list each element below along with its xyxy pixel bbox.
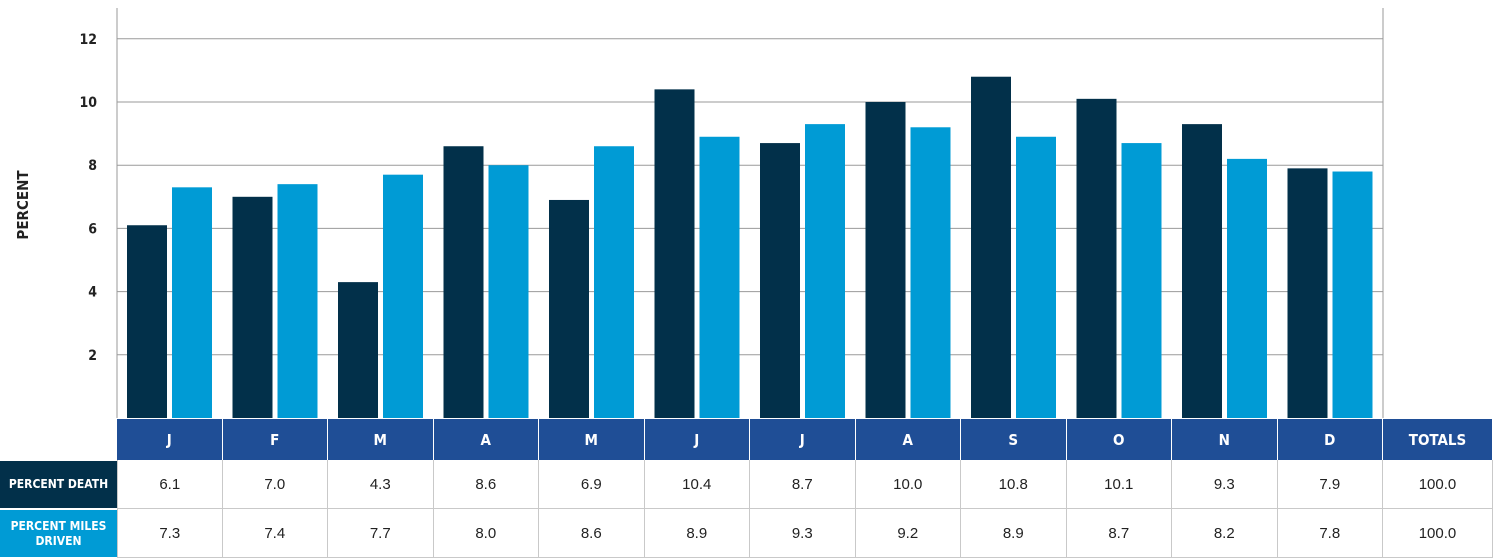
bar-chart: 2 4 6 8 10 12 PERCENT: [14, 8, 1384, 419]
table-cell: 8.6: [539, 509, 645, 558]
bar-percent-death: [443, 146, 484, 419]
bar-percent-death: [1287, 168, 1328, 418]
table-cell: 9.3: [1172, 460, 1278, 509]
y-tick-label: 6: [88, 221, 97, 237]
total-cell: 100.0: [1383, 460, 1493, 509]
month-header-cell: M: [328, 419, 434, 460]
bar-percent-miles-driven: [1016, 136, 1056, 418]
y-tick-label: 4: [88, 285, 97, 301]
month-header-cell: J: [750, 419, 856, 460]
bar-percent-miles-driven: [172, 187, 212, 418]
month-header-cell: S: [961, 419, 1067, 460]
table-header-row: J F M A M J J A S O N D TOTALS: [117, 419, 1493, 460]
bar-percent-miles-driven: [910, 127, 951, 418]
bar-percent-death: [971, 76, 1011, 418]
bar-percent-miles-driven: [1227, 158, 1267, 418]
month-header-cell: J: [117, 419, 223, 460]
table-cell: 8.7: [1066, 509, 1172, 558]
table-cell: 6.1: [117, 460, 223, 509]
total-cell: 100.0: [1383, 509, 1493, 558]
table-cell: 10.1: [1066, 460, 1172, 509]
bar-percent-miles-driven: [383, 174, 423, 418]
bars: [127, 76, 1373, 419]
bar-percent-death: [127, 225, 167, 418]
table-cell: 8.6: [433, 460, 539, 509]
y-tick-label: 12: [79, 32, 97, 48]
bar-percent-death: [760, 143, 800, 418]
table-cell: 10.0: [855, 460, 961, 509]
month-header-cell: O: [1067, 419, 1172, 460]
month-header-cell: D: [1278, 419, 1383, 460]
bar-percent-miles-driven: [699, 136, 740, 418]
table-cell: 10.4: [644, 460, 750, 509]
table-cell: 7.3: [117, 509, 223, 558]
month-header-cell: A: [434, 419, 539, 460]
y-tick-label: 2: [88, 348, 97, 364]
totals-header-cell: TOTALS: [1383, 419, 1493, 460]
table-cell: 6.9: [539, 460, 645, 509]
bar-percent-death: [232, 196, 273, 418]
row-label-percent-death: PERCENT DEATH: [0, 461, 117, 508]
table-cell: 9.2: [855, 509, 961, 558]
bar-percent-death: [1076, 98, 1117, 418]
bar-percent-death: [549, 199, 589, 418]
row-label-percent-miles-driven: PERCENT MILES DRIVEN: [0, 510, 117, 557]
y-tick-label: 8: [88, 158, 97, 174]
table-cell: 8.0: [433, 509, 539, 558]
bar-percent-miles-driven: [488, 165, 529, 418]
month-header-cell: J: [645, 419, 750, 460]
table-cell: 8.2: [1172, 509, 1278, 558]
table-row-percent-death: 6.1 7.0 4.3 8.6 6.9 10.4 8.7 10.0 10.8 10.1 9.3 7.9…: [117, 460, 1493, 509]
bar-percent-death: [865, 102, 906, 418]
gridlines: [116, 8, 1384, 418]
table-cell: 8.9: [961, 509, 1067, 558]
bar-percent-miles-driven: [805, 124, 845, 419]
month-header-cell: F: [223, 419, 328, 460]
table-cell: 8.9: [644, 509, 750, 558]
y-axis-label: PERCENT: [14, 170, 32, 240]
bar-percent-miles-driven: [1332, 171, 1373, 418]
bar-percent-death: [1182, 124, 1222, 419]
bar-percent-death: [338, 282, 378, 418]
month-header-cell: A: [856, 419, 961, 460]
table-cell: 7.0: [222, 460, 328, 509]
y-tick-label: 10: [79, 95, 97, 111]
bar-percent-miles-driven: [1121, 143, 1162, 418]
y-tick-labels: 2 4 6 8 10 12: [79, 32, 97, 364]
table-cell: 9.3: [750, 509, 856, 558]
table-cell: 7.9: [1277, 460, 1383, 509]
table-cell: 7.7: [328, 509, 434, 558]
table-row-percent-miles-driven: 7.3 7.4 7.7 8.0 8.6 8.9 9.3 9.2 8.9 8.7 8.2 7.8 100.…: [117, 509, 1493, 558]
table-cell: 7.8: [1277, 509, 1383, 558]
bar-percent-miles-driven: [594, 146, 634, 419]
month-header-cell: N: [1172, 419, 1278, 460]
table-cell: 4.3: [328, 460, 434, 509]
table-cell: 8.7: [750, 460, 856, 509]
bar-percent-death: [654, 89, 695, 419]
table-cell: 7.4: [222, 509, 328, 558]
table-cell: 10.8: [961, 460, 1067, 509]
month-header-cell: M: [539, 419, 645, 460]
bar-percent-miles-driven: [277, 184, 318, 418]
